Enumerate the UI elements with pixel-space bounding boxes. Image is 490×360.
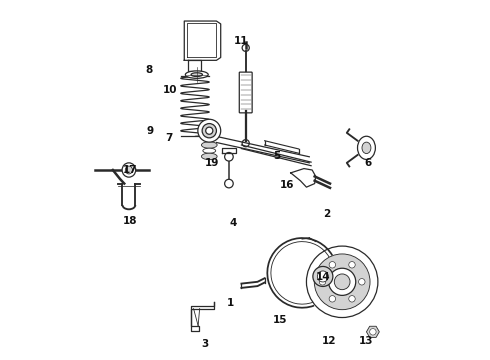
Ellipse shape — [362, 142, 371, 154]
Text: 17: 17 — [122, 165, 137, 175]
Text: 12: 12 — [322, 337, 336, 346]
Text: 13: 13 — [359, 337, 374, 346]
Text: 1: 1 — [226, 298, 234, 308]
Polygon shape — [222, 148, 237, 153]
Circle shape — [206, 127, 213, 134]
Polygon shape — [184, 21, 220, 60]
Ellipse shape — [201, 142, 217, 148]
Circle shape — [329, 296, 336, 302]
Circle shape — [313, 266, 333, 287]
Ellipse shape — [201, 153, 217, 159]
Circle shape — [349, 262, 355, 268]
Polygon shape — [188, 60, 201, 71]
Polygon shape — [367, 326, 379, 337]
Circle shape — [314, 254, 370, 310]
Text: 15: 15 — [273, 315, 287, 325]
Circle shape — [334, 274, 350, 290]
Text: 10: 10 — [163, 85, 177, 95]
Circle shape — [318, 271, 328, 282]
Ellipse shape — [191, 73, 202, 76]
Text: 4: 4 — [230, 218, 237, 228]
Text: 7: 7 — [166, 133, 173, 143]
Circle shape — [369, 329, 376, 335]
Text: 8: 8 — [145, 65, 152, 75]
Circle shape — [329, 262, 336, 268]
Text: 5: 5 — [273, 151, 280, 161]
Circle shape — [359, 279, 365, 285]
Circle shape — [198, 119, 220, 142]
Circle shape — [319, 279, 326, 285]
Ellipse shape — [125, 166, 132, 174]
Text: 18: 18 — [122, 216, 137, 226]
Circle shape — [202, 123, 217, 138]
Polygon shape — [191, 302, 214, 331]
Text: 11: 11 — [234, 36, 249, 46]
Circle shape — [329, 268, 356, 296]
Circle shape — [349, 296, 355, 302]
Text: 2: 2 — [323, 209, 331, 219]
Ellipse shape — [203, 148, 216, 153]
Circle shape — [306, 246, 378, 318]
Circle shape — [224, 179, 233, 188]
Polygon shape — [291, 168, 316, 187]
Ellipse shape — [122, 163, 136, 177]
Text: 14: 14 — [316, 272, 331, 282]
Text: 6: 6 — [365, 158, 372, 168]
Polygon shape — [217, 136, 309, 163]
Ellipse shape — [185, 71, 208, 78]
Text: 19: 19 — [205, 158, 220, 168]
Text: 16: 16 — [280, 180, 294, 190]
Ellipse shape — [358, 136, 375, 159]
Text: 9: 9 — [147, 126, 154, 136]
Text: 3: 3 — [201, 339, 209, 348]
FancyBboxPatch shape — [239, 72, 252, 113]
Circle shape — [224, 153, 233, 161]
